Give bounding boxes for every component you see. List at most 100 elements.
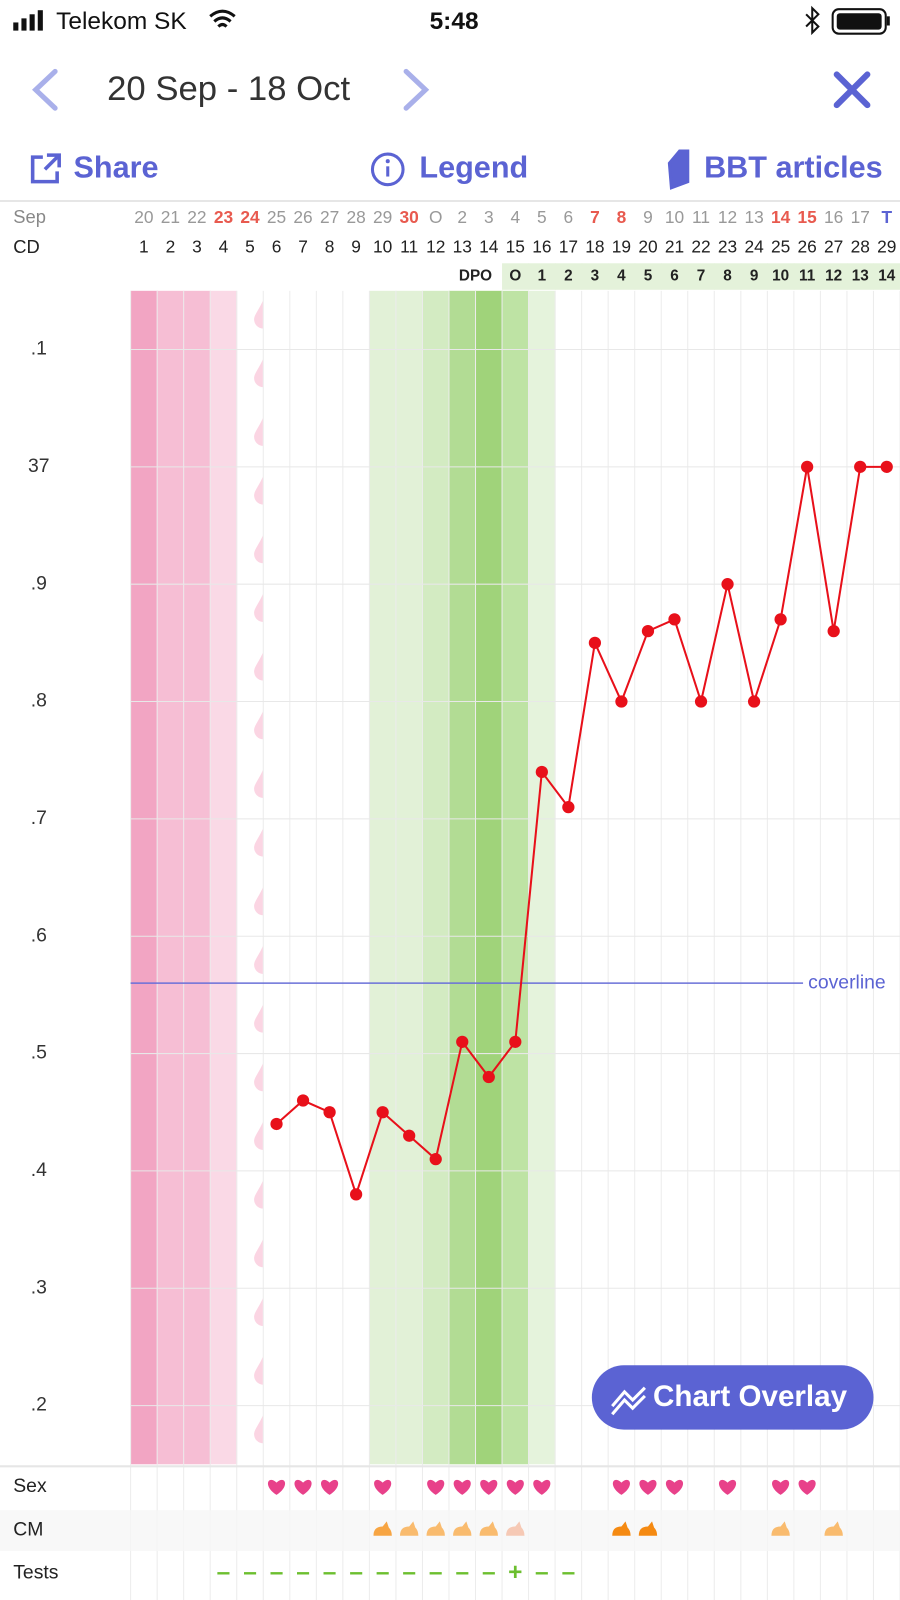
temperature-point — [747, 695, 761, 708]
battery-level — [836, 13, 882, 30]
y-tick-label: .4 — [31, 1159, 47, 1181]
next-button[interactable] — [403, 68, 430, 111]
share-button[interactable]: Share — [30, 150, 159, 184]
dpo-day: 2 — [564, 268, 573, 285]
date-label: 21 — [161, 207, 180, 227]
spotting-drop — [254, 945, 264, 974]
x-tick-label: 15 — [506, 237, 525, 257]
x-tick-label: 19 — [612, 237, 631, 257]
test-mark: – — [562, 1559, 576, 1586]
test-mark: – — [217, 1559, 231, 1586]
cm-icon — [638, 1521, 658, 1536]
dpo-cell — [873, 263, 900, 290]
x-tick-label: 12 — [426, 237, 445, 257]
test-mark: – — [429, 1559, 443, 1586]
temperature-point — [721, 578, 734, 591]
y-tick-label: .2 — [31, 1394, 47, 1416]
spotting-drop — [254, 828, 264, 857]
dpo-cell — [714, 263, 742, 290]
heart-icon — [427, 1479, 445, 1495]
date-label: 10 — [665, 207, 684, 227]
cm-icon — [426, 1521, 445, 1536]
spotting-drop — [254, 593, 264, 622]
x-tick-label: 28 — [851, 237, 870, 257]
cycle-shade — [210, 290, 238, 1465]
heart-icon — [533, 1479, 551, 1495]
dpo-cell — [767, 263, 795, 290]
test-mark: – — [296, 1559, 310, 1586]
x-tick-label: 2 — [166, 237, 176, 257]
temperature-point — [456, 1035, 469, 1048]
test-mark: – — [482, 1559, 496, 1586]
heart-icon — [321, 1479, 339, 1495]
temperature-point — [774, 613, 787, 626]
temperature-point — [509, 1035, 522, 1048]
dpo-cell — [661, 263, 689, 290]
status-bar: Telekom SK 5:48 — [13, 5, 890, 36]
coverline-label: coverline — [808, 971, 886, 993]
dpo-day: 13 — [852, 268, 869, 285]
y-tick-label: .9 — [31, 572, 47, 594]
row-bg — [0, 1510, 900, 1552]
info-icon-stem — [386, 166, 390, 177]
date-label: 4 — [510, 207, 520, 227]
temperature-point — [323, 1106, 336, 1119]
dpo-day: 1 — [538, 268, 547, 285]
x-tick-label: 3 — [192, 237, 202, 257]
cycle-shade — [475, 290, 503, 1465]
spotting-drop — [254, 534, 264, 564]
x-tick-label: 27 — [824, 237, 843, 257]
x-tick-label: 8 — [325, 237, 335, 257]
chart: .137.9.8.7.6.5.4.3.2SepCDDPO201212223234… — [0, 206, 900, 1600]
dpo-cell — [793, 263, 821, 290]
x-tick-label: 16 — [532, 237, 551, 257]
date-label: 5 — [537, 207, 547, 227]
heart-icon — [718, 1479, 737, 1495]
close-button[interactable] — [833, 71, 871, 109]
y-tick-label: .7 — [31, 807, 47, 829]
dpo-cell — [634, 263, 662, 290]
heart-icon — [639, 1479, 657, 1495]
test-mark: – — [270, 1559, 284, 1586]
temperature-point — [296, 1094, 310, 1107]
dpo-day: 3 — [591, 268, 600, 285]
cm-icon — [612, 1521, 631, 1536]
cm-icon — [453, 1521, 472, 1536]
temperature-point — [482, 1070, 495, 1084]
row-label: CM — [13, 1519, 43, 1541]
date-label: T — [881, 207, 892, 227]
date-label: 30 — [400, 207, 419, 227]
temperature-point — [588, 636, 602, 649]
prev-button[interactable] — [32, 68, 58, 111]
date-label: 26 — [293, 207, 312, 227]
y-tick-label: .6 — [31, 924, 47, 946]
dpo-cell — [687, 263, 715, 290]
dpo-cell — [555, 263, 583, 290]
x-axis-label: CD — [13, 236, 40, 257]
chart-overlay-button[interactable]: Chart Overlay — [591, 1365, 874, 1430]
cycle-shade — [395, 290, 423, 1465]
x-tick-label: 13 — [453, 237, 472, 257]
date-label: 7 — [590, 207, 600, 227]
dpo-day: 11 — [799, 268, 816, 285]
spotting-drop — [254, 1297, 264, 1327]
row-label: Tests — [13, 1562, 58, 1584]
x-tick-label: 24 — [744, 237, 764, 257]
legend-button[interactable]: Legend — [370, 150, 528, 187]
info-icon — [370, 152, 405, 187]
overlay-icon — [611, 1386, 646, 1416]
wifi-icon — [209, 9, 236, 28]
spotting-drop — [254, 476, 264, 505]
temperature-point — [880, 460, 893, 473]
articles-button[interactable]: BBT articles — [667, 149, 883, 190]
spotting-column — [254, 300, 264, 1444]
x-tick-label: 4 — [219, 237, 229, 257]
battery — [831, 8, 887, 35]
cycle-shade — [528, 290, 556, 1465]
cm-icon — [506, 1521, 525, 1536]
dpo-day: 4 — [617, 268, 626, 285]
cycle-shade — [369, 290, 397, 1465]
temperature-point — [429, 1153, 442, 1166]
temperature-point — [641, 625, 655, 638]
